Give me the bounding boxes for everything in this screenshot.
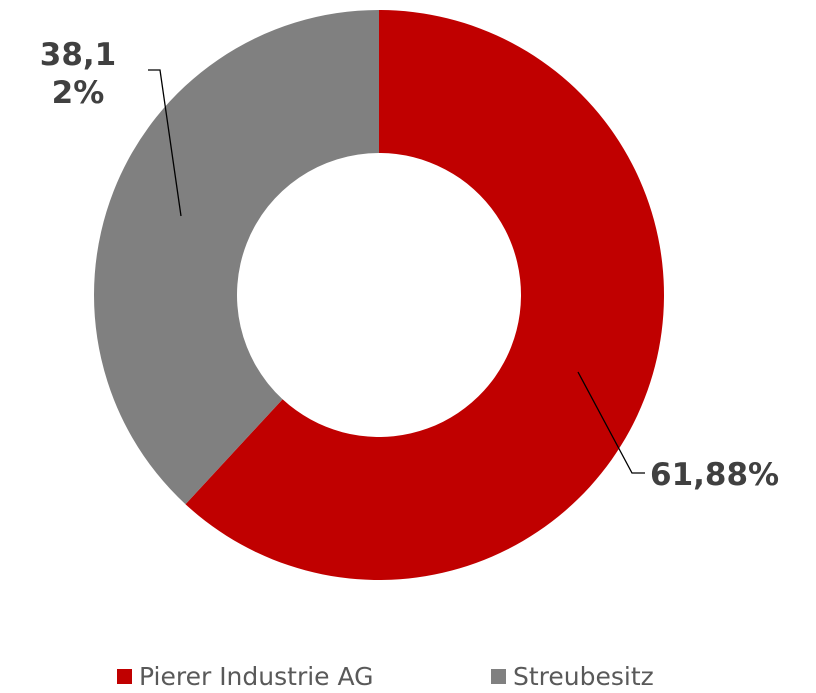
legend-label: Streubesitz	[513, 662, 654, 691]
leader-line	[148, 69, 182, 217]
legend-item: Pierer Industrie AG	[117, 662, 374, 691]
leader-line	[577, 371, 645, 474]
legend-swatch	[117, 669, 132, 684]
data-label: 61,88%	[650, 457, 780, 493]
legend-item: Streubesitz	[491, 662, 654, 691]
legend-swatch	[491, 669, 506, 684]
legend-label: Pierer Industrie AG	[139, 662, 374, 691]
donut-slice	[94, 10, 380, 505]
data-label: 38,12%	[39, 37, 117, 111]
donut-slice	[185, 10, 664, 581]
